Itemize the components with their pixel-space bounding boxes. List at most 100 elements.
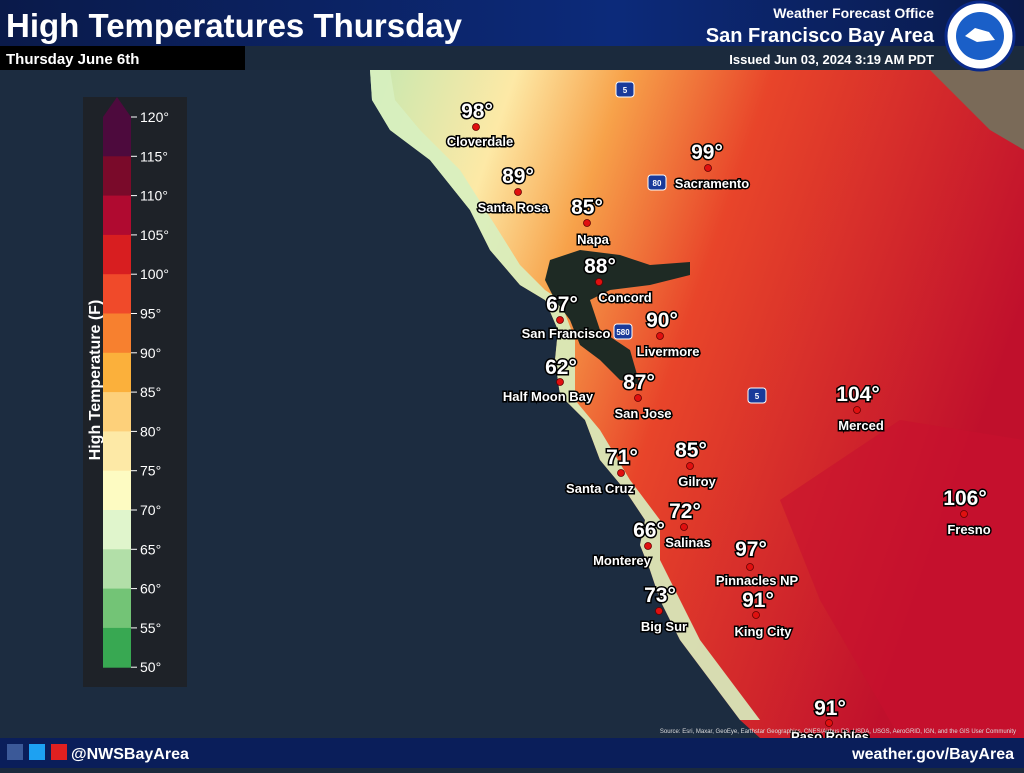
source: Source: Esri, Maxar, GeoEye, Earthstar G… (660, 729, 1016, 735)
website[interactable]: weather.gov/BayArea (851, 746, 1014, 763)
city-dot (680, 523, 688, 531)
city-dot (617, 469, 625, 477)
city-dot (583, 219, 591, 227)
city-dot (644, 542, 652, 550)
nws-logo (944, 0, 1016, 72)
legend-label: 55° (140, 620, 161, 636)
legend-swatch (103, 234, 131, 275)
city-dot (960, 510, 968, 518)
city-dot (472, 123, 480, 131)
city-name: Salinas (665, 535, 711, 550)
highway-label: 5 (755, 392, 760, 401)
city-name: Cloverdale (447, 134, 513, 149)
city-name: Fresno (947, 522, 990, 537)
legend-swatch (103, 470, 131, 511)
legend-swatch (103, 195, 131, 236)
city-temp: 71° (606, 446, 638, 469)
city-dot (514, 188, 522, 196)
legend-label: 115° (140, 148, 168, 164)
twitter-icon[interactable] (29, 744, 45, 760)
legend-swatch (103, 117, 131, 157)
legend-swatch (103, 549, 131, 590)
city-name: Santa Rosa (478, 200, 550, 215)
city-name: Napa (577, 232, 610, 247)
legend-swatch (103, 392, 131, 432)
city-name: Sacramento (675, 176, 749, 191)
legend-label: 105° (140, 227, 169, 243)
city-temp: 104° (836, 383, 879, 406)
footer-bar (0, 738, 1024, 768)
legend-label: 110° (140, 188, 168, 204)
legend-label: 75° (140, 463, 161, 479)
legend-label: 70° (140, 502, 161, 518)
city-temp: 99° (691, 141, 723, 164)
legend-label: 95° (140, 306, 161, 322)
legend-label: 90° (140, 345, 161, 361)
city-temp: 66° (633, 519, 665, 542)
city-temp: 67° (546, 293, 578, 316)
highway-label: 5 (623, 86, 628, 95)
legend-label: 65° (140, 541, 161, 557)
city-name: Pinnacles NP (716, 573, 799, 588)
mountains (930, 70, 1024, 150)
highway-label: 580 (616, 328, 630, 337)
city-dot (825, 719, 833, 727)
legend-label: 80° (140, 423, 161, 439)
city-dot (752, 611, 760, 619)
office-line2: San Francisco Bay Area (706, 25, 935, 47)
city-dot (655, 607, 663, 615)
city-name: Monterey (593, 553, 652, 568)
city-temp: 87° (623, 371, 655, 394)
issued: Issued Jun 03, 2024 3:19 AM PDT (729, 52, 934, 67)
title: High Temperatures Thursday (6, 7, 463, 44)
city-temp: 88° (584, 255, 616, 278)
city-temp: 97° (735, 538, 767, 561)
highway-shield (747, 387, 767, 404)
highway-shield (647, 174, 667, 191)
legend-swatch (103, 510, 131, 550)
legend-label: 120° (140, 109, 169, 125)
header-bar (0, 0, 1024, 46)
legend-label: 100° (140, 266, 169, 282)
city-dot (556, 378, 564, 386)
city-temp: 106° (943, 487, 986, 510)
city-temp: 85° (571, 196, 603, 219)
city-temp: 89° (502, 165, 534, 188)
bay (545, 250, 690, 385)
legend-swatch (103, 627, 131, 668)
legend-title: High Temperature (F) (87, 300, 104, 461)
legend-label: 85° (140, 384, 161, 400)
city-dot (556, 316, 564, 324)
city-dot (656, 332, 664, 340)
city-dot (686, 462, 694, 470)
coast-strip (370, 70, 760, 720)
city-temp: 91° (814, 697, 846, 720)
legend-label: 60° (140, 581, 161, 597)
legend-swatch (103, 313, 131, 354)
legend-swatch (103, 588, 131, 629)
legend-label: 50° (140, 659, 161, 675)
city-dot (704, 164, 712, 172)
city-dot (595, 278, 603, 286)
city-name: Half Moon Bay (503, 389, 594, 404)
city-name: San Francisco (522, 326, 611, 341)
legend-swatch (103, 274, 131, 314)
city-temp: 72° (669, 500, 701, 523)
youtube-icon[interactable] (51, 744, 67, 760)
city-temp: 90° (646, 309, 678, 332)
subtitle-bar (0, 46, 245, 70)
city-name: Merced (838, 418, 884, 433)
facebook-icon[interactable] (7, 744, 23, 760)
city-name: San Jose (614, 406, 671, 421)
city-dot (853, 406, 861, 414)
city-dot (746, 563, 754, 571)
legend-swatch (103, 431, 131, 472)
city-name: Santa Cruz (566, 481, 634, 496)
city-name: Gilroy (678, 474, 716, 489)
city-dot (634, 394, 642, 402)
highway-label: 80 (653, 179, 662, 188)
city-temp: 98° (461, 100, 493, 123)
city-temp: 62° (545, 356, 577, 379)
